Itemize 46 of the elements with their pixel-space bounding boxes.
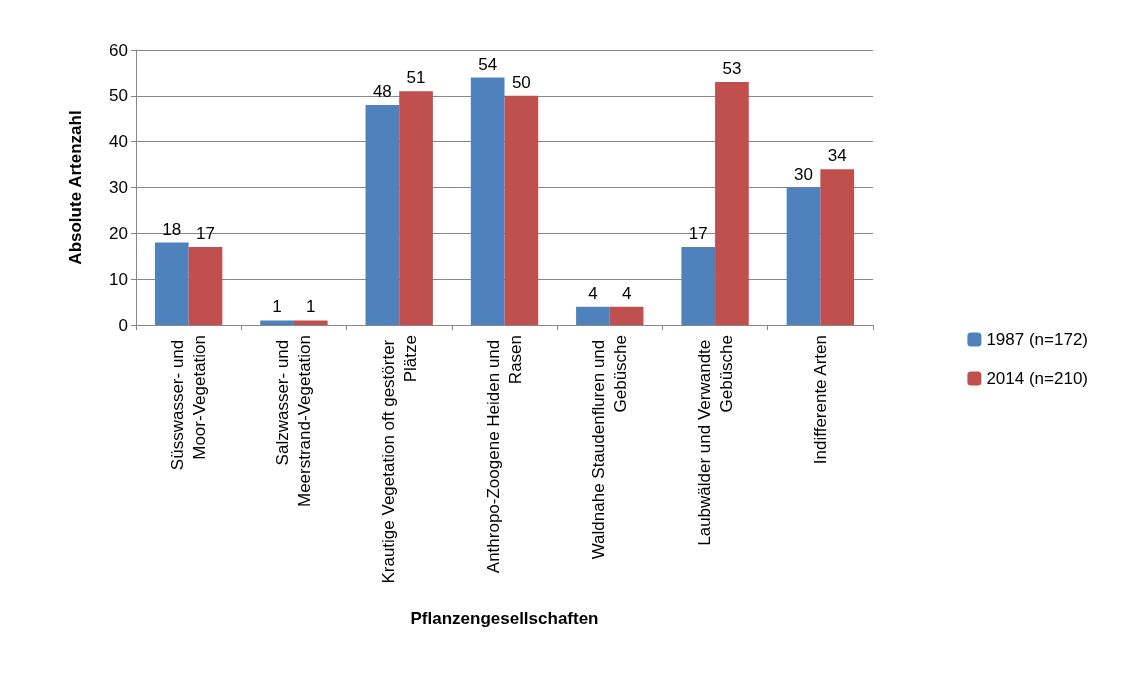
data-label: 48 bbox=[372, 82, 392, 101]
bar bbox=[786, 187, 821, 325]
x-tick-label: Indifferente Arten bbox=[810, 335, 830, 465]
bar bbox=[399, 91, 433, 325]
data-label: 30 bbox=[794, 164, 813, 184]
bar bbox=[154, 242, 189, 325]
data-label: 53 bbox=[722, 59, 742, 79]
bar bbox=[504, 95, 539, 325]
legend-label: 1987 (n=172) bbox=[986, 330, 1089, 349]
bar bbox=[820, 169, 855, 325]
data-label: 17 bbox=[196, 224, 215, 244]
y-tick-label: 0 bbox=[118, 315, 128, 335]
bar bbox=[470, 77, 505, 325]
bar bbox=[715, 82, 749, 325]
bar bbox=[681, 247, 716, 325]
x-tick-label: Waldnahe Staudenfluren und Gebüsche bbox=[589, 335, 631, 560]
data-label: 4 bbox=[588, 283, 598, 303]
x-axis-title: Pflanzengesellschaften bbox=[410, 609, 599, 628]
data-label: 34 bbox=[827, 146, 847, 166]
bar bbox=[365, 105, 400, 325]
data-label: 1 bbox=[306, 297, 316, 317]
y-tick-label: 10 bbox=[109, 269, 128, 289]
bar bbox=[576, 306, 610, 325]
y-tick-label: 30 bbox=[109, 178, 128, 197]
x-tick-label: Süsswasser- und Moor-Vegetation bbox=[168, 335, 210, 471]
y-tick-label: 40 bbox=[109, 132, 128, 152]
data-label: 4 bbox=[621, 283, 632, 303]
data-label: 17 bbox=[688, 224, 708, 244]
x-tick-label: Anthropo-Zoogene Heiden und Rasen bbox=[484, 335, 525, 574]
data-label: 54 bbox=[478, 54, 498, 74]
x-tick-label: Laubwälder und Verwandte Gebüsche bbox=[694, 335, 736, 546]
data-label: 1 bbox=[272, 297, 282, 317]
y-tick-label: 20 bbox=[109, 223, 128, 243]
x-tick-label: Salzwasser- und Meerstrand-Vegetation bbox=[273, 335, 315, 507]
y-tick-label: 60 bbox=[109, 40, 128, 60]
bar bbox=[260, 320, 294, 325]
legend-label: 2014 (n=210) bbox=[986, 369, 1089, 388]
x-tick-label: Krautige Vegetation oft gestörter Plätze bbox=[378, 335, 420, 584]
data-label: 50 bbox=[511, 72, 531, 92]
bar bbox=[293, 320, 328, 325]
bar bbox=[188, 247, 223, 325]
y-axis-title: Absolute Artenzahl bbox=[66, 110, 85, 265]
y-tick-label: 50 bbox=[109, 86, 128, 106]
data-label: 51 bbox=[406, 68, 426, 88]
data-label: 18 bbox=[162, 219, 182, 239]
bar bbox=[609, 306, 644, 325]
